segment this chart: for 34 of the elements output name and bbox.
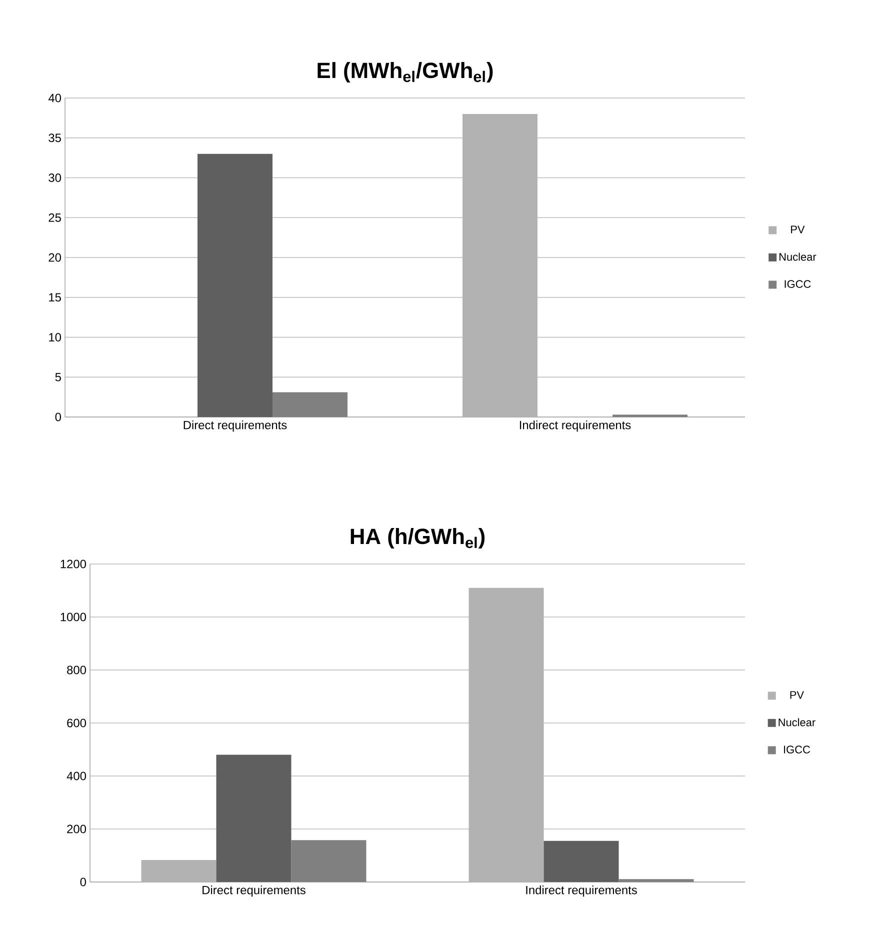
y-tick-label: 20	[48, 253, 62, 262]
bar	[198, 154, 273, 417]
y-tick-label: 1200	[60, 560, 86, 568]
y-tick-label: 5	[55, 372, 61, 382]
y-tick-label: 35	[48, 134, 61, 142]
legend-label: IGCC	[784, 280, 811, 288]
y-tick-label: 800	[67, 666, 86, 674]
y-tick-label: 40	[48, 94, 62, 102]
x-tick-label: Direct requirements	[202, 886, 306, 897]
bar	[272, 392, 348, 417]
legend-label: IGCC	[784, 746, 810, 754]
x-tick-label: Indirect requirements	[526, 886, 637, 897]
y-tick-label: 10	[49, 333, 62, 342]
y-tick-label: 0	[55, 412, 62, 422]
bar	[544, 840, 619, 882]
y-tick-label: 600	[67, 718, 86, 728]
y-tick-label: 200	[67, 824, 86, 834]
legend-label: Nuclear	[778, 718, 816, 726]
legend-label: PV	[791, 226, 805, 234]
chart-title: El (MWh$_{el}$/GWh$_{el}$)	[318, 62, 493, 82]
x-tick-label: Indirect requirements	[520, 420, 631, 432]
y-tick-label: 30	[48, 174, 62, 182]
y-tick-label: 25	[48, 213, 61, 222]
legend-label: Nuclear	[779, 252, 816, 261]
bar	[216, 754, 292, 882]
y-tick-label: 400	[66, 772, 86, 780]
y-tick-label: 15	[49, 293, 61, 302]
bar	[291, 840, 366, 882]
chart-title: HA (h/GWh$_{el}$)	[350, 528, 485, 548]
legend-label: PV	[790, 691, 804, 699]
x-tick-label: Direct requirements	[184, 420, 287, 432]
bar	[618, 879, 694, 882]
y-tick-label: 0	[80, 878, 86, 886]
y-tick-label: 1000	[60, 612, 86, 622]
